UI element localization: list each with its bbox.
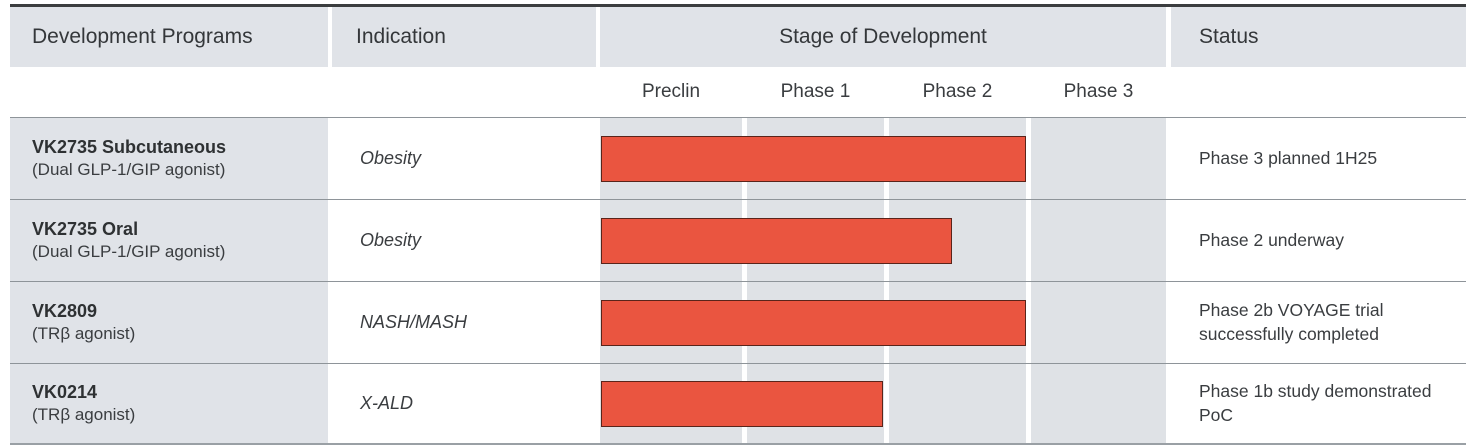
header-status: Status: [1171, 7, 1466, 67]
header-label: Stage of Development: [779, 25, 987, 48]
program-name: VK2735 Subcutaneous: [32, 136, 227, 157]
header-label: Indication: [356, 25, 446, 48]
program-cell: VK2735 Oral (Dual GLP-1/GIP agonist): [10, 200, 328, 281]
spacer: [332, 67, 596, 117]
indication-label: NASH/MASH: [360, 312, 468, 332]
stage-label-phase-3: Phase 3: [1063, 81, 1134, 102]
program-detail: (TRβ agonist): [32, 405, 136, 425]
progress-bar: [601, 135, 1027, 182]
program-detail: (Dual GLP-1/GIP agonist): [32, 242, 226, 262]
status-text: Phase 1b study demonstrated PoC: [1199, 380, 1432, 425]
spacer: [1171, 67, 1466, 117]
header-stage-of-development: Stage of Development: [600, 7, 1166, 67]
stage-track: [1031, 118, 1166, 199]
stage-grid: [600, 118, 1166, 199]
status-cell: Phase 1b study demonstrated PoC: [1171, 364, 1466, 443]
header-label: Status: [1199, 25, 1259, 48]
program-cell: VK0214 (TRβ agonist): [10, 364, 328, 443]
indication-label: Obesity: [360, 230, 422, 250]
header-development-programs: Development Programs: [10, 7, 328, 67]
indication-cell: Obesity: [332, 118, 596, 199]
stage-track: [1031, 364, 1166, 443]
stage-cell: [600, 118, 1166, 199]
stage-cell: [600, 200, 1166, 281]
indication-cell: NASH/MASH: [332, 282, 596, 363]
stage-axis-grid: Preclin Phase 1 Phase 2 Phase 3: [600, 67, 1166, 117]
header-indication: Indication: [332, 7, 596, 67]
program-detail: (Dual GLP-1/GIP agonist): [32, 160, 226, 180]
stage-cell: [600, 364, 1166, 443]
status-text: Phase 2b VOYAGE trial successfully compl…: [1199, 299, 1384, 344]
status-cell: Phase 2 underway: [1171, 200, 1466, 281]
stage-label-phase-2: Phase 2: [922, 81, 993, 102]
indication-cell: Obesity: [332, 200, 596, 281]
stage-label-preclin: Preclin: [641, 81, 701, 102]
stage-track: [889, 364, 1026, 443]
program-name: VK2809: [32, 300, 98, 321]
spacer: [10, 67, 328, 117]
program-cell: VK2809 (TRβ agonist): [10, 282, 328, 363]
progress-bar: [601, 380, 883, 427]
stage-axis-row: Preclin Phase 1 Phase 2 Phase 3: [10, 67, 1466, 117]
progress-bar: [601, 299, 1027, 346]
stage-label-phase-1: Phase 1: [780, 81, 851, 102]
indication-cell: X-ALD: [332, 364, 596, 443]
status-cell: Phase 3 planned 1H25: [1171, 118, 1466, 199]
header-label: Development Programs: [32, 25, 253, 48]
program-cell: VK2735 Subcutaneous (Dual GLP-1/GIP agon…: [10, 118, 328, 199]
program-name: VK0214: [32, 381, 98, 402]
status-text: Phase 2 underway: [1199, 229, 1344, 250]
status-text: Phase 3 planned 1H25: [1199, 147, 1378, 168]
stage-cell: [600, 282, 1166, 363]
program-name: VK2735 Oral: [32, 218, 139, 239]
table-row: VK2735 Subcutaneous (Dual GLP-1/GIP agon…: [10, 117, 1466, 199]
table-row: VK2809 (TRβ agonist) NASH/MASH Phase 2b …: [10, 281, 1466, 363]
table-top-border: [10, 4, 1466, 7]
progress-bar: [601, 217, 952, 264]
program-detail: (TRβ agonist): [32, 324, 136, 344]
table-row: VK0214 (TRβ agonist) X-ALD Phase 1b stud…: [10, 363, 1466, 445]
stage-track: [1031, 282, 1166, 363]
stage-axis: Preclin Phase 1 Phase 2 Phase 3: [600, 67, 1166, 117]
status-cell: Phase 2b VOYAGE trial successfully compl…: [1171, 282, 1466, 363]
header-row: Development Programs Indication Stage of…: [10, 7, 1466, 67]
indication-label: X-ALD: [360, 393, 414, 413]
indication-label: Obesity: [360, 148, 422, 168]
table-row: VK2735 Oral (Dual GLP-1/GIP agonist) Obe…: [10, 199, 1466, 281]
stage-track: [1031, 200, 1166, 281]
